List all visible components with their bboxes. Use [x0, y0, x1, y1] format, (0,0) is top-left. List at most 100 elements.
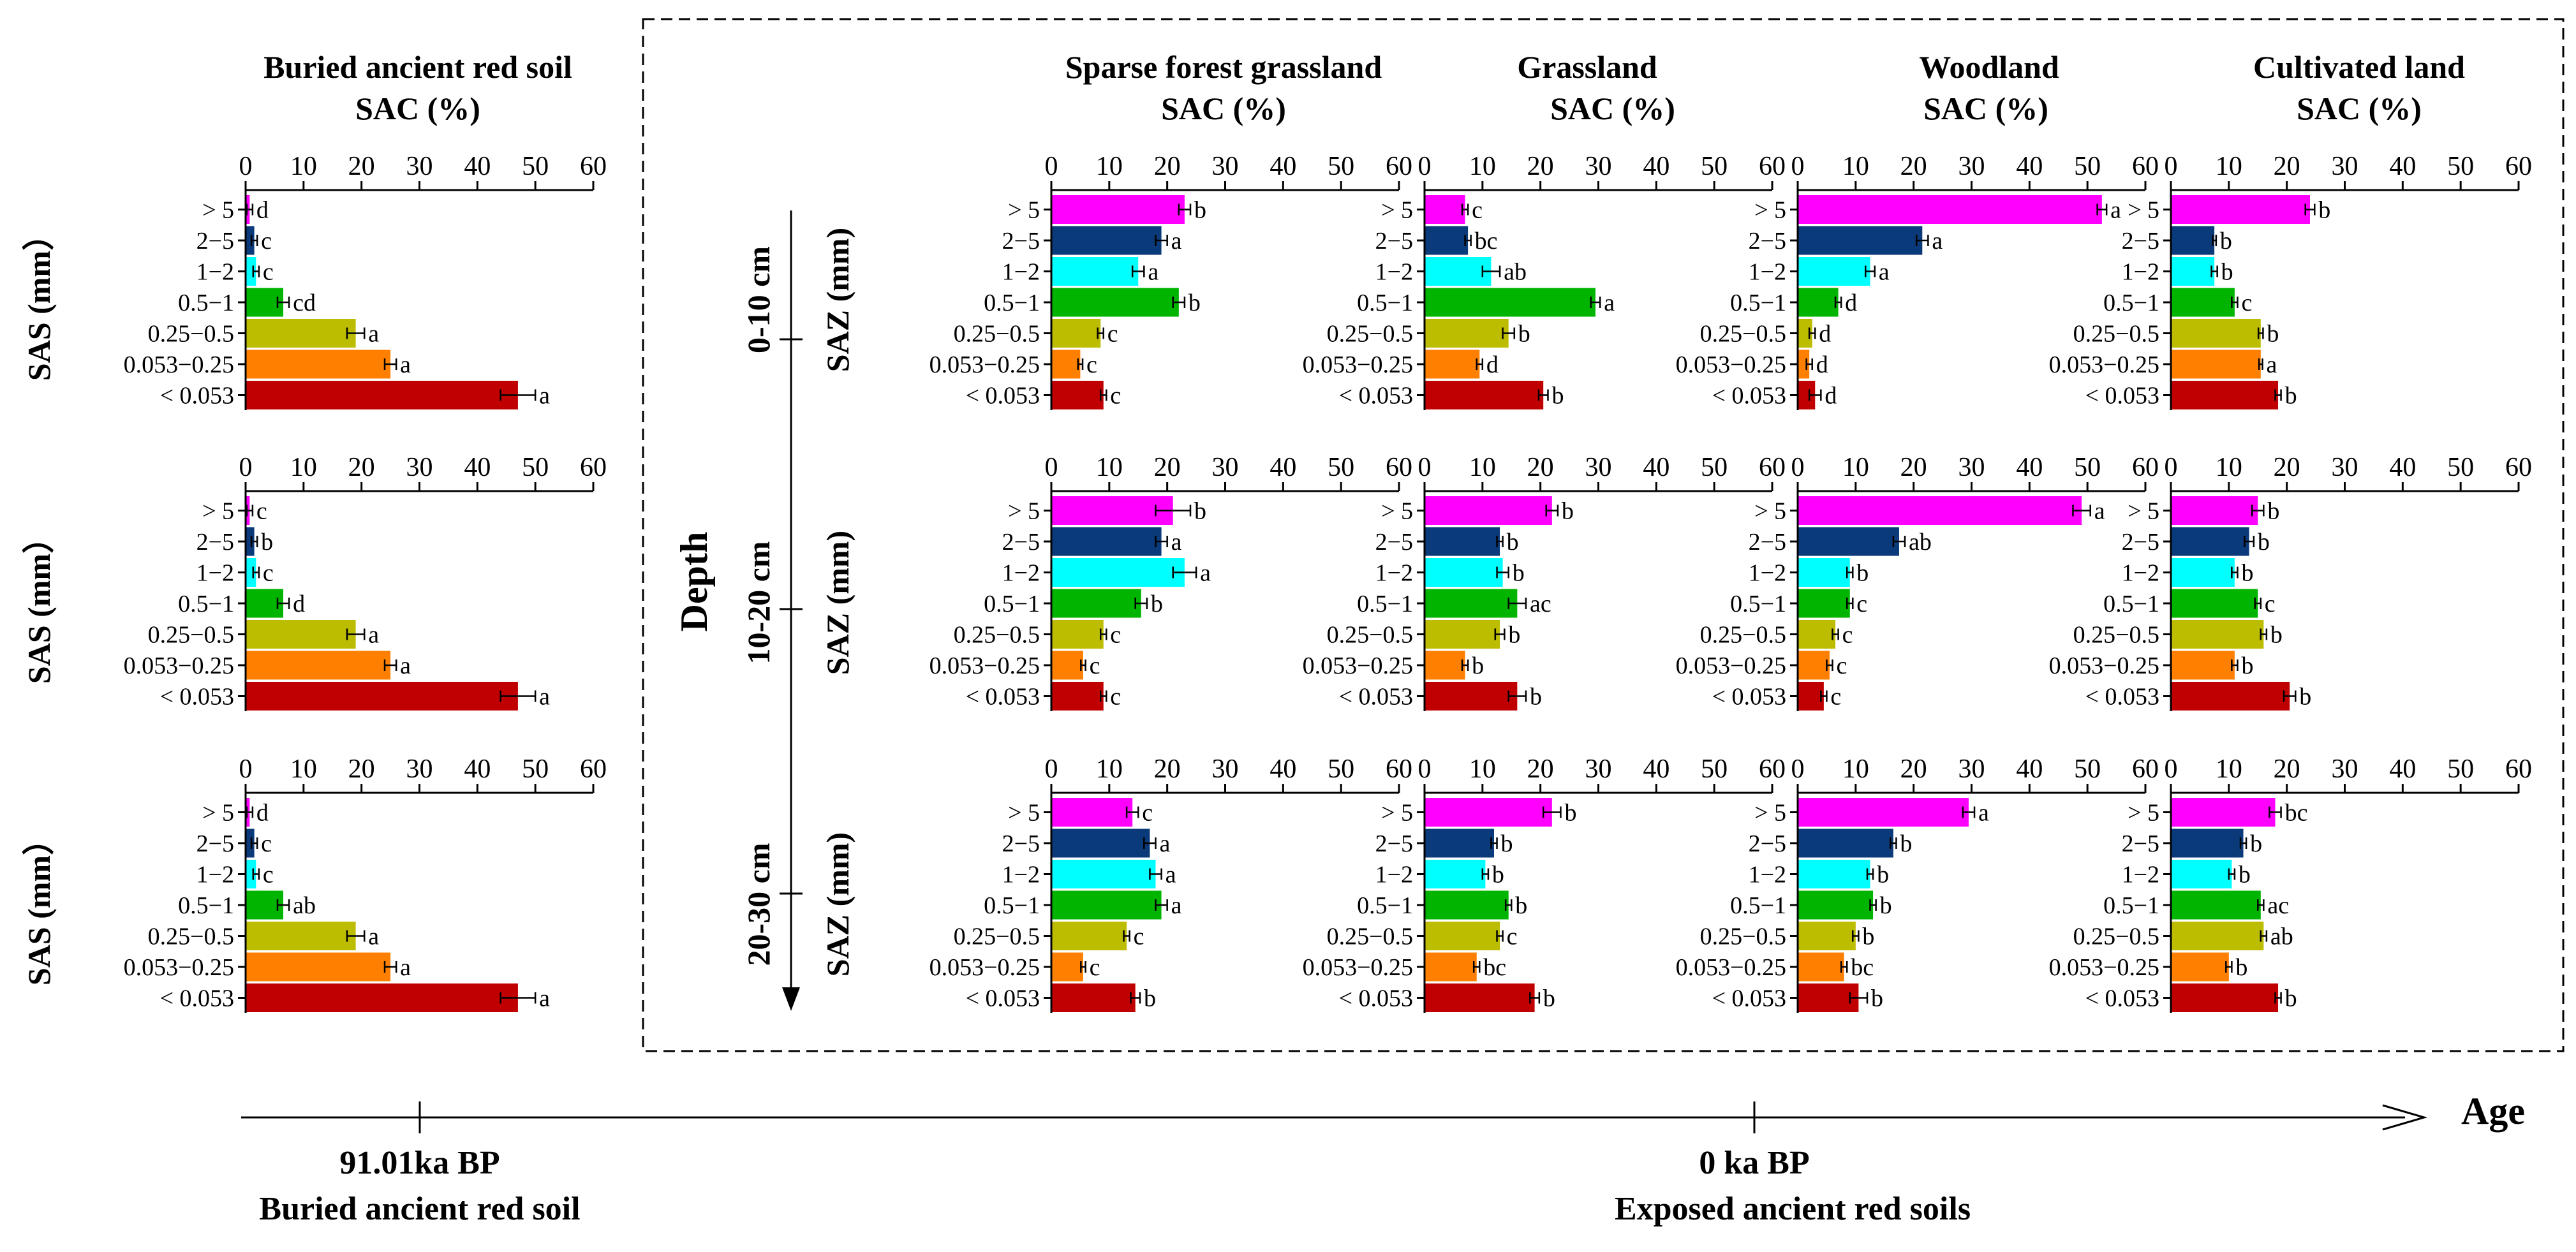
significance-letter: c — [1110, 684, 1121, 711]
x-tick-label: 60 — [2505, 152, 2532, 181]
x-tick-label: 10 — [290, 152, 317, 181]
significance-letter: b — [1880, 892, 1892, 919]
x-tick-label: 20 — [1154, 453, 1181, 482]
bar — [1052, 798, 1133, 827]
bar — [1798, 983, 1859, 1012]
significance-letter: b — [1564, 800, 1576, 827]
x-tick-label: 40 — [2016, 453, 2043, 482]
x-tick-label: 20 — [2274, 152, 2300, 181]
x-tick-label: 20 — [1154, 152, 1181, 181]
category-label: 1−2 — [2122, 259, 2159, 286]
bar — [246, 620, 356, 649]
bar — [1052, 257, 1139, 286]
category-label: 1−2 — [1749, 259, 1786, 286]
category-label: 1−2 — [2122, 862, 2159, 888]
bar — [246, 860, 256, 888]
depth-axis-label: Depth — [673, 532, 715, 632]
x-tick-label: 30 — [1585, 453, 1612, 482]
category-label: 0.5−1 — [2103, 591, 2159, 617]
bar — [1425, 527, 1500, 556]
significance-letter: b — [2258, 529, 2270, 556]
x-tick-label: 10 — [2216, 453, 2242, 482]
significance-letter: bc — [1475, 228, 1498, 254]
significance-letter: a — [1932, 228, 1943, 254]
category-label: 0.5−1 — [1357, 290, 1413, 316]
x-tick-label: 40 — [2389, 453, 2416, 482]
category-label: 0.25−0.5 — [148, 924, 234, 950]
x-tick-label: 0 — [1418, 453, 1432, 482]
category-label: > 5 — [202, 197, 234, 224]
category-label: 0.25−0.5 — [1327, 321, 1413, 348]
significance-letter: c — [263, 560, 274, 587]
bar — [246, 350, 391, 379]
significance-letter: b — [1472, 652, 1484, 679]
category-label: < 0.053 — [966, 985, 1040, 1012]
x-tick-label: 50 — [2074, 453, 2101, 482]
bar — [1798, 319, 1812, 348]
significance-letter: c — [1837, 652, 1847, 679]
x-tick-label: 50 — [1701, 453, 1728, 482]
category-label: 0.25−0.5 — [1700, 924, 1786, 950]
x-tick-label: 40 — [2389, 755, 2416, 784]
category-label: 0.25−0.5 — [954, 924, 1040, 950]
column-title-cultivated: Cultivated land — [2253, 49, 2465, 85]
bar — [2172, 195, 2310, 224]
bar — [1052, 890, 1162, 920]
x-tick-label: 30 — [2332, 152, 2358, 181]
x-tick-label: 30 — [1212, 453, 1239, 482]
significance-letter: b — [2235, 954, 2247, 981]
significance-letter: b — [1530, 684, 1542, 711]
bar — [1052, 226, 1162, 255]
significance-letter: b — [1513, 560, 1525, 587]
bar — [246, 257, 256, 286]
category-label: 0.25−0.5 — [1700, 321, 1786, 348]
category-label: 0.053−0.25 — [2049, 351, 2159, 378]
x-tick-label: 50 — [2447, 453, 2474, 482]
bar — [1425, 983, 1535, 1012]
panel-cultivated-land-0-10-cm: 0 10 20 30 40 50 60 > 5 b 2−5 b 1−2 b 0.5−1 c 0.25−0.5 b… — [2049, 152, 2532, 410]
y-axis-title-buried-0-10: SAS (mm） — [21, 219, 57, 381]
significance-letter: a — [400, 954, 411, 981]
bar — [2172, 651, 2235, 680]
x-tick-label: 0 — [2165, 152, 2178, 181]
panels: 0 10 20 30 40 50 60> 5 d2−5 c1−2 c0.5−1 cd0.25−0.5… — [124, 152, 2532, 1013]
bar — [1052, 620, 1104, 649]
bar — [1798, 922, 1856, 950]
bar — [1052, 922, 1127, 950]
bar — [1798, 829, 1893, 858]
category-label: 0.5−1 — [178, 591, 234, 617]
significance-letter: bc — [2285, 800, 2308, 827]
x-tick-label: 20 — [1527, 755, 1554, 784]
x-tick-label: 0 — [239, 152, 253, 181]
x-tick-label: 10 — [290, 453, 317, 482]
significance-letter: c — [263, 862, 274, 888]
significance-letter: a — [368, 622, 379, 649]
bar — [2172, 620, 2264, 649]
significance-letter: b — [2267, 498, 2279, 525]
significance-letter: b — [2241, 652, 2253, 679]
x-tick-label: 40 — [1643, 453, 1669, 482]
category-label: 1−2 — [1375, 560, 1413, 587]
bar — [1052, 589, 1141, 618]
x-tick-label: 10 — [2216, 152, 2242, 181]
bar — [2172, 527, 2249, 556]
significance-letter: c — [1090, 652, 1100, 679]
column-title-grassland: Grassland — [1517, 49, 1657, 85]
category-label: 1−2 — [1002, 259, 1040, 286]
x-tick-label: 60 — [1386, 152, 1412, 181]
x-tick-label: 50 — [1328, 755, 1354, 784]
significance-letter: a — [368, 924, 379, 950]
age-exposed-value: 0 ka BP — [1699, 1145, 1809, 1181]
significance-letter: d — [256, 197, 269, 224]
category-label: 0.053−0.25 — [1676, 652, 1786, 679]
bar — [246, 558, 256, 587]
x-tick-label: 30 — [1585, 755, 1612, 784]
x-tick-label: 40 — [1269, 152, 1296, 181]
x-tick-label: 60 — [1386, 755, 1412, 784]
category-label: 0.25−0.5 — [1327, 924, 1413, 950]
x-tick-label: 0 — [1791, 152, 1805, 181]
category-label: 0.053−0.25 — [124, 351, 234, 378]
x-tick-label: 0 — [1791, 453, 1805, 482]
bar — [2172, 798, 2276, 827]
x-tick-label: 40 — [464, 152, 491, 181]
